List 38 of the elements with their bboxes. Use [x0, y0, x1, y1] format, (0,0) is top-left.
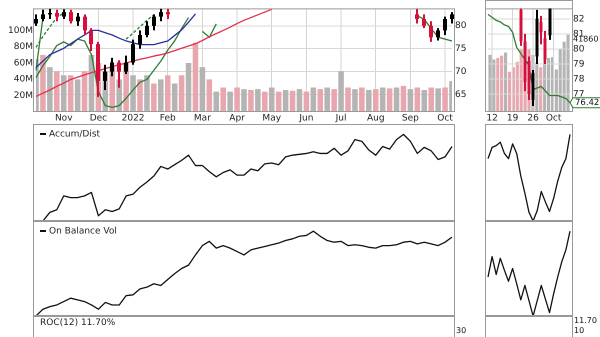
text: 30: [456, 326, 466, 336]
y-tick-label: 80: [455, 21, 467, 32]
text: 11.70: [574, 316, 597, 326]
x-tick-label: Dec: [90, 114, 108, 124]
x-tick-label: Apr: [229, 114, 246, 124]
x-tick-label: 26: [527, 114, 540, 124]
y2-tick-label: 20M: [14, 91, 33, 102]
x-tick-label: 12: [486, 114, 498, 124]
x-tick-label: Nov: [54, 114, 74, 124]
x-tick-label: Mar: [194, 114, 212, 124]
text: 10: [574, 326, 584, 336]
y2-tick-label: 40M: [14, 74, 33, 85]
x-tick-label: Aug: [366, 114, 385, 124]
x-tick-label: Jul: [334, 114, 346, 124]
text: ROC(12) 11.70%: [40, 318, 116, 329]
x-tick-label: Oct: [546, 114, 562, 124]
text: 41860: [573, 34, 598, 44]
x-tick-label: Sep: [402, 114, 420, 124]
x-tick-label: May: [262, 114, 282, 124]
legend-label: Accum/Dist: [49, 129, 101, 140]
y2-tick-label: 80M: [14, 42, 33, 52]
y-tick-label: 78: [573, 74, 585, 84]
y-tick-label: 82: [573, 14, 584, 24]
x-tick-label: 19: [506, 114, 519, 124]
y-tick-label: 77: [573, 89, 584, 100]
x-tick-label: Feb: [160, 114, 176, 124]
x-tick-label: Jun: [298, 114, 314, 124]
x-tick-label: 2022: [122, 114, 145, 124]
y-tick-label: 65: [455, 90, 466, 100]
data-label: 76.42: [575, 98, 600, 108]
y2-tick-label: 60M: [14, 58, 33, 68]
y-tick-label: 75: [455, 44, 466, 54]
x-tick-label: Oct: [437, 114, 454, 124]
y-tick-label: 70: [455, 67, 467, 78]
y-tick-label: 80: [573, 44, 585, 54]
y2-tick-label: 100M: [8, 26, 33, 36]
y-tick-label: 79: [573, 59, 585, 70]
legend-label: On Balance Vol: [49, 226, 117, 236]
